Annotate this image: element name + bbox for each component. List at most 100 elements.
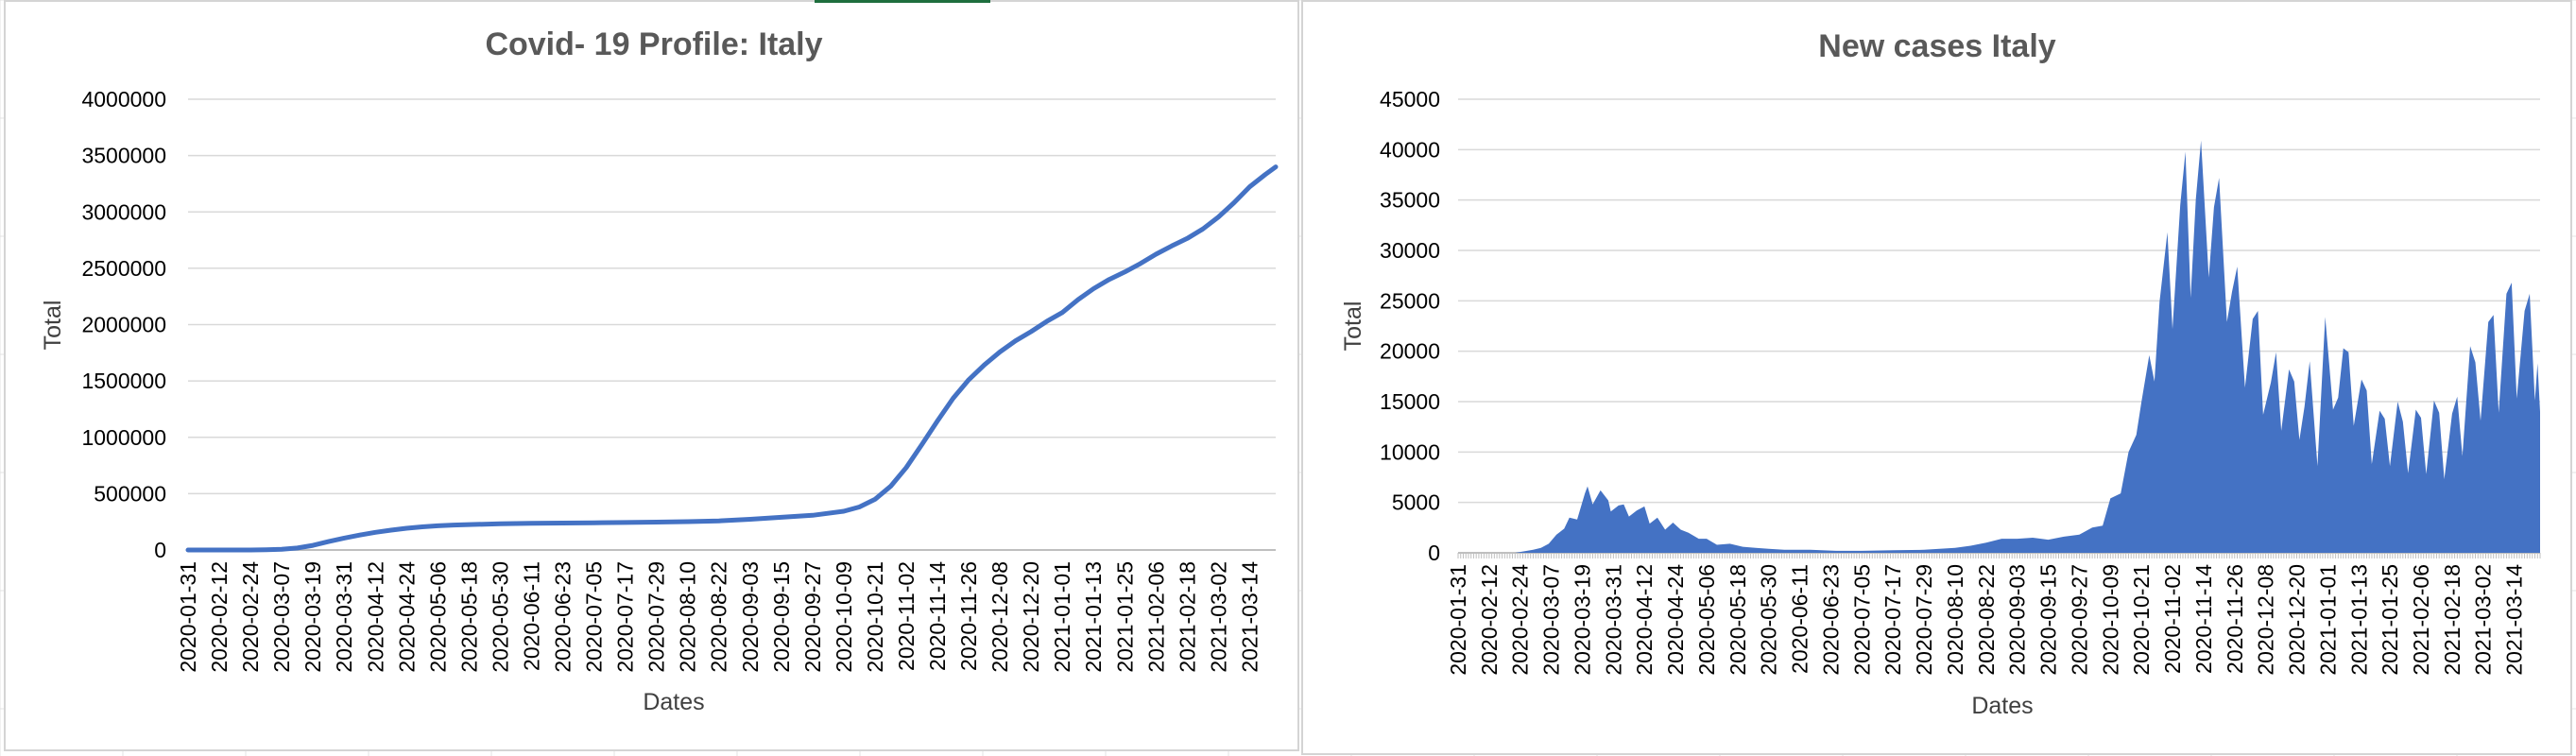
y-axis-title: Total <box>40 301 66 351</box>
x-tick-label: 2020-05-18 <box>456 561 481 673</box>
y-axis-tick-labels: 4000000 3500000 3000000 2500000 2000000 15000… <box>81 87 166 562</box>
x-tick-label: 2021-03-02 <box>1206 561 1230 673</box>
y-tick-label: 1000000 <box>81 425 166 450</box>
x-tick-label: 2020-12-20 <box>1019 561 1043 673</box>
x-tick-label: 2020-12-08 <box>2254 564 2278 676</box>
x-tick-label: 2020-07-17 <box>1880 564 1905 676</box>
y-tick-label: 15000 <box>1380 389 1440 414</box>
x-tick-label: 2020-06-11 <box>519 561 543 671</box>
x-tick-label: 2020-07-29 <box>644 561 669 673</box>
y-tick-label: 20000 <box>1380 339 1440 364</box>
y-tick-label: 10000 <box>1380 439 1440 464</box>
x-tick-label: 2020-06-11 <box>1788 564 1812 674</box>
x-tick-label: 2021-02-18 <box>2440 564 2464 676</box>
x-tick-label: 2021-01-25 <box>1112 561 1137 673</box>
x-tick-label: 2020-12-20 <box>2285 564 2310 676</box>
x-tick-label: 2020-08-10 <box>1943 564 1967 676</box>
y-tick-label: 0 <box>154 538 166 562</box>
x-tick-label: 2020-09-27 <box>2067 564 2091 676</box>
x-axis-tick-labels: 2020-01-31 2020-02-12 2020-02-24 2020-03-07… <box>176 561 1262 673</box>
y-axis-title: Total <box>1340 301 1366 352</box>
x-tick-label: 2020-07-05 <box>582 561 607 673</box>
x-tick-label: 2020-02-24 <box>1508 564 1533 676</box>
y-tick-label: 4000000 <box>81 87 166 112</box>
x-tick-label: 2020-10-09 <box>832 561 856 673</box>
y-tick-label: 40000 <box>1380 137 1440 162</box>
x-tick-label: 2020-10-21 <box>2129 564 2154 676</box>
x-tick-label: 2020-04-12 <box>363 561 387 673</box>
x-tick-label: 2020-11-26 <box>956 561 981 671</box>
x-tick-label: 2020-04-24 <box>1663 564 1688 676</box>
x-tick-label: 2020-08-10 <box>676 561 700 673</box>
y-tick-label: 30000 <box>1380 238 1440 263</box>
x-tick-label: 2020-02-24 <box>238 561 263 673</box>
x-tick-label: 2020-09-27 <box>800 561 825 673</box>
x-tick-label: 2020-02-12 <box>1477 564 1502 676</box>
x-tick-label: 2020-05-18 <box>1726 564 1750 676</box>
x-tick-label: 2020-07-17 <box>613 561 638 673</box>
x-tick-label: 2021-02-06 <box>2409 564 2433 676</box>
x-tick-label: 2020-06-23 <box>1818 564 1843 676</box>
x-tick-label: 2020-11-14 <box>925 561 950 671</box>
x-tick-label: 2021-01-13 <box>2346 564 2371 676</box>
x-tick-label: 2020-05-30 <box>1757 564 1781 676</box>
cumulative-cases-chart-svg: 4000000 3500000 3000000 2500000 2000000 15000… <box>40 26 1279 715</box>
x-tick-label: 2020-03-31 <box>332 561 356 673</box>
series-layer <box>185 164 1279 553</box>
x-tick-label: 2021-01-01 <box>2315 564 2340 676</box>
x-tick-label: 2020-09-15 <box>2036 564 2061 676</box>
x-tick-label: 2021-03-14 <box>2502 564 2527 676</box>
x-tick-label: 2020-05-06 <box>425 561 450 673</box>
x-tick-label: 2020-07-05 <box>1849 564 1874 676</box>
y-tick-label: 35000 <box>1380 188 1440 213</box>
new-cases-area <box>1458 140 2540 553</box>
x-tick-label: 2020-10-21 <box>863 561 887 673</box>
new-cases-chart-svg: 45000 40000 35000 30000 25000 20000 15000 10000… <box>1340 28 2541 719</box>
x-tick-label: 2020-09-03 <box>2005 564 2030 676</box>
x-tick-label: 2020-10-09 <box>2098 564 2122 676</box>
y-tick-label: 2000000 <box>81 313 166 337</box>
x-tick-label: 2020-05-30 <box>488 561 512 673</box>
x-tick-label: 2020-08-22 <box>1974 564 1999 676</box>
cumulative-cases-chart[interactable]: 4000000 3500000 3000000 2500000 2000000 15000… <box>4 0 1299 751</box>
x-tick-label: 2020-09-03 <box>738 561 763 673</box>
x-tick-label: 2020-11-14 <box>2191 564 2216 674</box>
x-tick-label: 2020-11-02 <box>894 561 919 671</box>
sheet-selection-indicator <box>815 0 990 3</box>
x-tick-label: 2020-05-06 <box>1694 564 1719 676</box>
new-cases-chart[interactable]: 45000 40000 35000 30000 25000 20000 15000 10000… <box>1301 0 2572 755</box>
y-tick-label: 3000000 <box>81 199 166 224</box>
x-tick-label: 2020-06-23 <box>551 561 575 673</box>
x-tick-label: 2020-01-31 <box>176 561 200 673</box>
x-tick-label: 2021-01-25 <box>2378 564 2402 676</box>
x-tick-label: 2021-01-01 <box>1050 561 1074 673</box>
x-tick-label: 2021-02-06 <box>1143 561 1168 673</box>
x-tick-label: 2020-09-15 <box>769 561 794 673</box>
x-tick-label: 2020-07-29 <box>1912 564 1936 676</box>
x-tick-label: 2020-01-31 <box>1446 564 1470 676</box>
x-tick-label: 2021-01-13 <box>1081 561 1106 673</box>
y-tick-label: 0 <box>1428 541 1440 565</box>
x-tick-label: 2020-03-19 <box>301 561 325 673</box>
chart-title: New cases Italy <box>1818 28 2055 64</box>
x-tick-label: 2020-11-26 <box>2223 564 2247 674</box>
x-tick-label: 2021-03-14 <box>1237 561 1262 673</box>
x-tick-label: 2020-02-12 <box>207 561 232 673</box>
y-axis-tick-labels: 45000 40000 35000 30000 25000 20000 15000 10000… <box>1380 87 1440 565</box>
y-tick-label: 45000 <box>1380 87 1440 112</box>
x-tick-label: 2021-02-18 <box>1175 561 1199 673</box>
x-axis-tick-labels: 2020-01-31 2020-02-12 2020-02-24 2020-03-07… <box>1446 564 2527 676</box>
x-tick-label: 2020-03-19 <box>1570 564 1594 676</box>
x-tick-label: 2020-03-07 <box>269 561 294 673</box>
x-tick-label: 2020-08-22 <box>707 561 731 673</box>
y-tick-label: 25000 <box>1380 288 1440 313</box>
x-axis-title: Dates <box>643 689 704 715</box>
x-axis-title: Dates <box>1971 693 2033 719</box>
y-tick-label: 2500000 <box>81 256 166 281</box>
y-tick-label: 500000 <box>94 481 166 506</box>
cumulative-cases-line <box>185 164 1279 553</box>
chart-title: Covid- 19 Profile: Italy <box>485 26 822 62</box>
gridlines <box>188 98 1276 551</box>
x-tick-label: 2020-03-07 <box>1539 564 1564 676</box>
x-tick-label: 2021-03-02 <box>2471 564 2496 676</box>
